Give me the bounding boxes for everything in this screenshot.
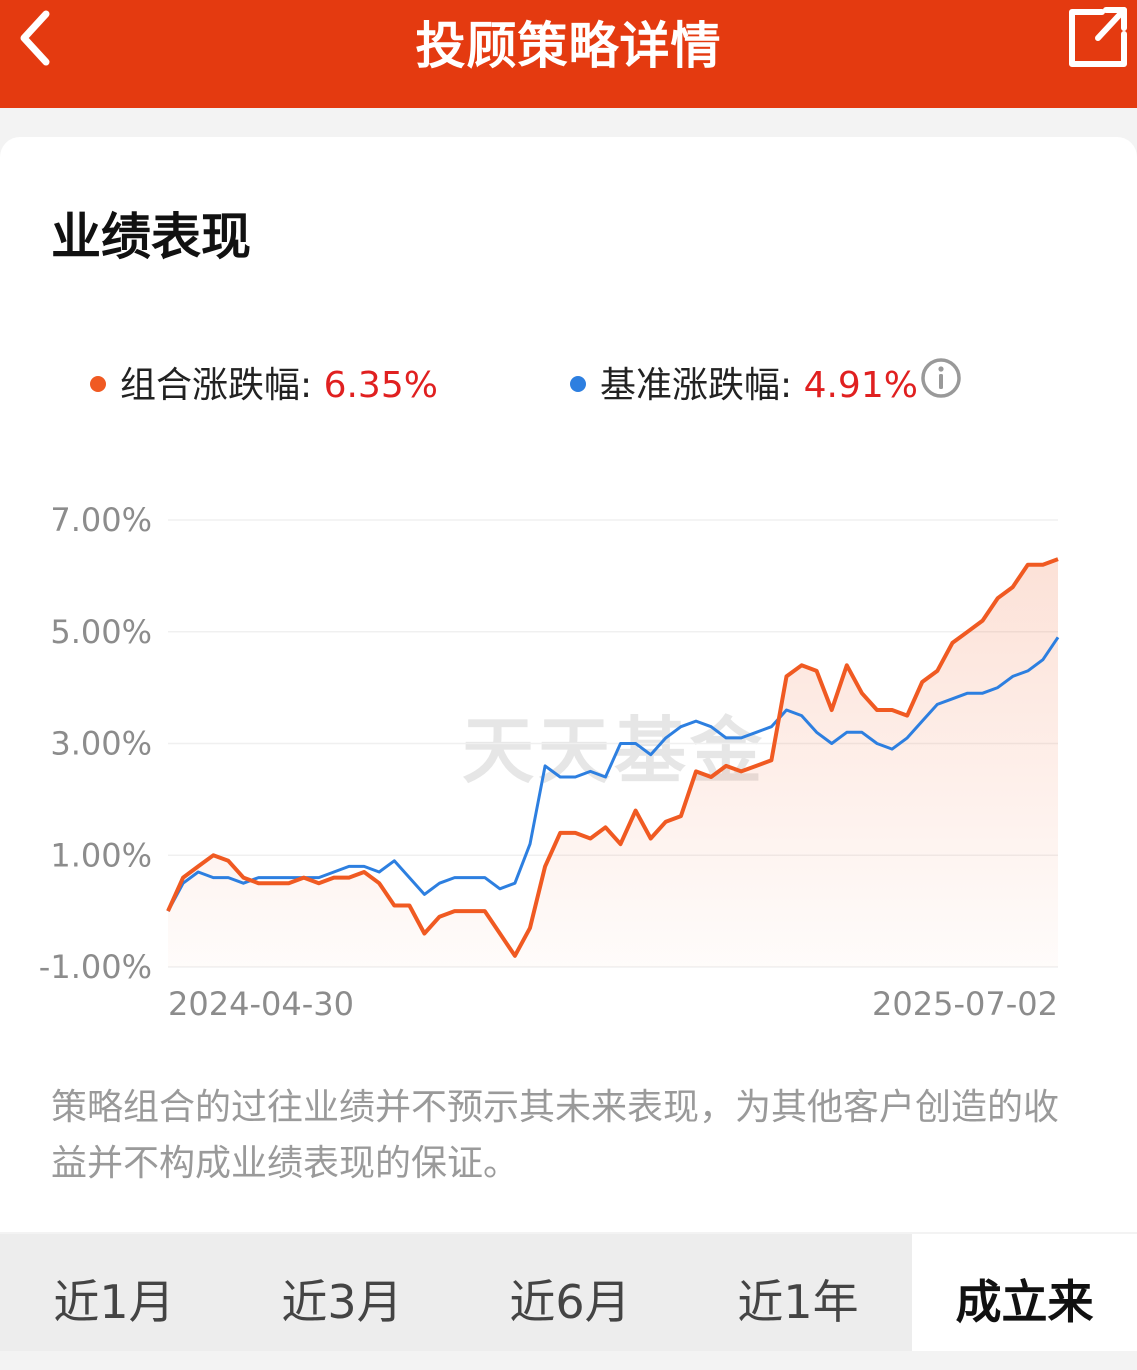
share-button[interactable] <box>1062 2 1132 72</box>
y-tick-label: -1.00% <box>39 948 152 986</box>
legend-benchmark-label: 基准涨跌幅: <box>600 365 804 406</box>
back-button[interactable] <box>8 4 64 68</box>
share-external-icon <box>1069 7 1127 67</box>
tab-since-inception[interactable]: 成立来 <box>912 1234 1137 1351</box>
portfolio-line <box>166 557 1059 958</box>
legend-benchmark-value: 4.91% <box>803 365 918 406</box>
legend-portfolio: 组合涨跌幅: 6.35% <box>90 356 438 408</box>
tab-1-month[interactable]: 近1月 <box>53 1275 175 1329</box>
y-tick-label: 3.00% <box>50 725 152 763</box>
info-icon[interactable] <box>920 357 962 399</box>
y-tick-label: 1.00% <box>50 836 152 874</box>
legend-benchmark: 基准涨跌幅: 4.91% <box>570 356 918 408</box>
portfolio-area <box>168 559 1058 967</box>
legend-portfolio-value: 6.35% <box>323 365 438 406</box>
period-tabbar: 近1月 近3月 近6月 近1年 成立来 <box>0 1234 1137 1351</box>
page-title: 投顾策略详情 <box>415 17 722 75</box>
section-title: 业绩表现 <box>51 208 251 266</box>
tab-1-year[interactable]: 近1年 <box>737 1275 859 1329</box>
app-header: 投顾策略详情 <box>0 0 1137 108</box>
tab-3-months[interactable]: 近3月 <box>281 1275 403 1329</box>
disclaimer-text: 策略组合的过往业绩并不预示其未来表现，为其他客户创造的收益并不构成业绩表现的保证… <box>51 1087 1060 1184</box>
tab-6-months[interactable]: 近6月 <box>509 1275 631 1329</box>
chevron-left-icon <box>20 10 50 66</box>
x-label-end: 2025-07-02 <box>872 985 1058 1023</box>
legend-portfolio-label: 组合涨跌幅: <box>120 365 324 406</box>
performance-chart: 7.00% 5.00% 3.00% 1.00% -1.00% 2024-04-30 20… <box>39 501 1060 1023</box>
benchmark-line <box>166 636 1060 912</box>
y-tick-label: 7.00% <box>50 501 152 539</box>
benchmark-dot <box>570 376 586 392</box>
portfolio-dot <box>90 376 106 392</box>
y-tick-label: 5.00% <box>50 613 152 651</box>
x-label-start: 2024-04-30 <box>168 985 354 1023</box>
